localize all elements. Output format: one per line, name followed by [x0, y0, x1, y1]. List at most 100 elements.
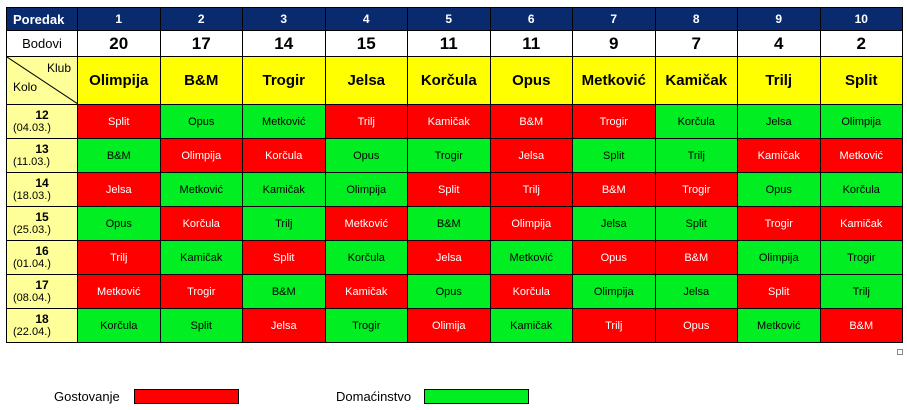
match-cell: Metković — [159, 172, 243, 207]
match-cell: Metković — [737, 308, 821, 343]
match-cell: Kamičak — [324, 274, 408, 309]
round-label-cell: 16 (01.04.) — [6, 240, 78, 275]
match-cell: Opus — [324, 138, 408, 173]
round-number: 14 — [35, 175, 49, 190]
rank-cell: 5 — [407, 7, 491, 31]
klub-label: Klub — [46, 61, 71, 75]
round-date: (01.04.) — [13, 257, 51, 270]
match-cell: Split — [407, 172, 491, 207]
points-cell: 4 — [737, 30, 821, 57]
match-cell: Opus — [77, 206, 161, 241]
match-cell: Split — [77, 104, 161, 139]
match-cell: Korčula — [819, 172, 903, 207]
match-cell: Kamičak — [489, 308, 573, 343]
kolo-label: Kolo — [13, 80, 38, 94]
round-row: 16 (01.04.) Trilj Kamičak Split Korčula Jelsa M… — [6, 240, 903, 275]
round-number: 17 — [35, 277, 49, 292]
match-cell: Opus — [572, 240, 656, 275]
round-label-cell: 14 (18.03.) — [6, 172, 78, 207]
legend-away-label: Gostovanje — [54, 389, 120, 404]
round-number: 15 — [35, 209, 49, 224]
selection-handle[interactable] — [897, 349, 903, 355]
match-cell: Korčula — [324, 240, 408, 275]
team-header-cell: Olimpija — [77, 56, 161, 105]
match-cell: B&M — [819, 308, 903, 343]
match-cell: B&M — [654, 240, 738, 275]
match-cell: Jelsa — [77, 172, 161, 207]
rank-label: Poredak — [6, 7, 78, 31]
round-date: (04.03.) — [13, 121, 51, 134]
match-cell: Trogir — [407, 138, 491, 173]
rank-cell: 9 — [737, 7, 821, 31]
rank-cell: 7 — [572, 7, 656, 31]
match-cell: Korčula — [77, 308, 161, 343]
match-cell: Kamičak — [737, 138, 821, 173]
match-cell: Trilj — [489, 172, 573, 207]
round-number: 13 — [35, 141, 49, 156]
match-cell: Split — [737, 274, 821, 309]
match-cell: Olimpija — [159, 138, 243, 173]
match-cell: Split — [242, 240, 326, 275]
match-cell: Trilj — [77, 240, 161, 275]
round-label-cell: 12 (04.03.) — [6, 104, 78, 139]
rank-cell: 4 — [324, 7, 408, 31]
match-cell: Opus — [407, 274, 491, 309]
match-cell: Metković — [324, 206, 408, 241]
points-cell: 7 — [654, 30, 738, 57]
match-cell: Trilj — [324, 104, 408, 139]
match-cell: Jelsa — [242, 308, 326, 343]
match-cell: Trogir — [572, 104, 656, 139]
match-cell: Trilj — [819, 274, 903, 309]
rank-cell: 10 — [819, 7, 903, 31]
match-cell: B&M — [242, 274, 326, 309]
points-label: Bodovi — [6, 30, 78, 57]
round-date: (11.03.) — [13, 155, 51, 168]
match-cell: Jelsa — [489, 138, 573, 173]
match-cell: B&M — [489, 104, 573, 139]
match-cell: Korčula — [159, 206, 243, 241]
match-cell: Olimpija — [572, 274, 656, 309]
match-cell: Trogir — [737, 206, 821, 241]
match-cell: Split — [159, 308, 243, 343]
legend-away-swatch — [134, 389, 239, 404]
match-cell: Olimpija — [737, 240, 821, 275]
round-label-cell: 18 (22.04.) — [6, 308, 78, 343]
match-cell: Trogir — [819, 240, 903, 275]
match-cell: Kamičak — [407, 104, 491, 139]
match-cell: Olimpija — [819, 104, 903, 139]
points-row: Bodovi 20 17 14 15 11 11 9 7 4 2 — [6, 30, 903, 57]
match-cell: Korčula — [654, 104, 738, 139]
round-label-cell: 15 (25.03.) — [6, 206, 78, 241]
match-cell: Metković — [242, 104, 326, 139]
points-cell: 9 — [572, 30, 656, 57]
team-header-cell: Opus — [489, 56, 573, 105]
match-cell: Metković — [77, 274, 161, 309]
round-row: 14 (18.03.) Jelsa Metković Kamičak Olimpija Sp… — [6, 172, 903, 207]
match-cell: Metković — [819, 138, 903, 173]
match-cell: B&M — [407, 206, 491, 241]
match-cell: Kamičak — [819, 206, 903, 241]
match-cell: Korčula — [489, 274, 573, 309]
team-header-cell: Metković — [572, 56, 656, 105]
match-cell: Metković — [489, 240, 573, 275]
match-cell: Jelsa — [737, 104, 821, 139]
team-header-cell: Korčula — [407, 56, 491, 105]
rank-cell: 1 — [77, 7, 161, 31]
diagonal-divider — [7, 57, 77, 104]
points-cell: 14 — [242, 30, 326, 57]
team-header-cell: Split — [819, 56, 903, 105]
match-cell: Trilj — [572, 308, 656, 343]
match-cell: Korčula — [242, 138, 326, 173]
match-cell: Jelsa — [407, 240, 491, 275]
team-header-cell: Trogir — [242, 56, 326, 105]
points-cell: 11 — [489, 30, 573, 57]
match-cell: Trogir — [654, 172, 738, 207]
points-cell: 15 — [324, 30, 408, 57]
points-cell: 17 — [159, 30, 243, 57]
rank-row: Poredak 1 2 3 4 5 6 7 8 9 10 — [6, 7, 903, 31]
match-cell: Olimija — [407, 308, 491, 343]
match-cell: Split — [572, 138, 656, 173]
round-number: 12 — [35, 107, 49, 122]
team-header-cell: Kamičak — [654, 56, 738, 105]
match-cell: Trogir — [324, 308, 408, 343]
